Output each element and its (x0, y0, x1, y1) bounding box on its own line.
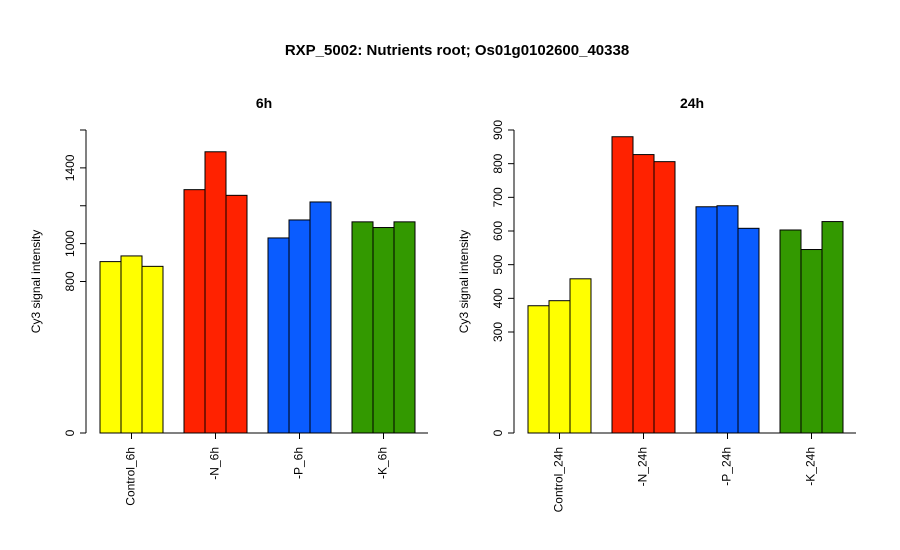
bar (737, 227, 760, 434)
y-axis-label: Cy3 signal intensity (29, 230, 43, 333)
bar (309, 201, 332, 434)
bar (225, 194, 248, 434)
bar (393, 221, 416, 434)
panel-24h: 24h 0 300 400 500 600 700 800 900 Cy3 signal inte… (457, 95, 856, 512)
bar (527, 305, 550, 434)
y-tick-label: 1000 (63, 230, 77, 257)
bar (183, 189, 206, 434)
y-tick-label: 800 (491, 153, 505, 173)
bar (99, 261, 122, 434)
x-tick-label: -P_6h (292, 447, 306, 479)
bar (548, 300, 571, 434)
panel-title: 6h (256, 95, 272, 111)
bar (267, 237, 290, 434)
y-tick-label: 0 (63, 429, 77, 436)
y-tick-label: 900 (491, 120, 505, 140)
bar (372, 227, 395, 434)
bar (569, 278, 592, 434)
bar (351, 221, 374, 434)
bar (141, 265, 164, 434)
x-tick-label: -K_6h (376, 447, 390, 479)
bar (779, 229, 802, 434)
x-tick-label: -K_24h (804, 447, 818, 486)
bar (695, 206, 718, 434)
panel-title: 24h (680, 95, 704, 111)
bar (632, 154, 655, 434)
x-tick-label: Control_24h (552, 447, 566, 512)
x-tick-label: -N_6h (208, 447, 222, 480)
x-tick-label: -N_24h (636, 447, 650, 486)
panel-6h: 6h 0 800 1000 1400 Cy3 signal intensity Contro… (29, 95, 428, 506)
y-tick-label: 300 (491, 322, 505, 342)
bar (653, 161, 676, 434)
bar (716, 205, 739, 434)
y-tick-label: 800 (63, 271, 77, 291)
figure-title: RXP_5002: Nutrients root; Os01g0102600_4… (285, 42, 629, 59)
y-tick-label: 0 (491, 429, 505, 436)
bar (120, 255, 143, 434)
bar (821, 221, 844, 434)
y-tick-label: 400 (491, 288, 505, 308)
x-tick-label: Control_6h (124, 447, 138, 506)
bar (288, 219, 311, 434)
bar (204, 151, 227, 434)
y-tick-label: 1400 (63, 154, 77, 181)
bar (611, 136, 634, 434)
x-tick-label: -P_24h (720, 447, 734, 486)
bar (800, 249, 823, 434)
y-axis-label: Cy3 signal intensity (457, 230, 471, 333)
y-tick-label: 600 (491, 221, 505, 241)
y-tick-label: 500 (491, 254, 505, 274)
y-tick-label: 700 (491, 187, 505, 207)
